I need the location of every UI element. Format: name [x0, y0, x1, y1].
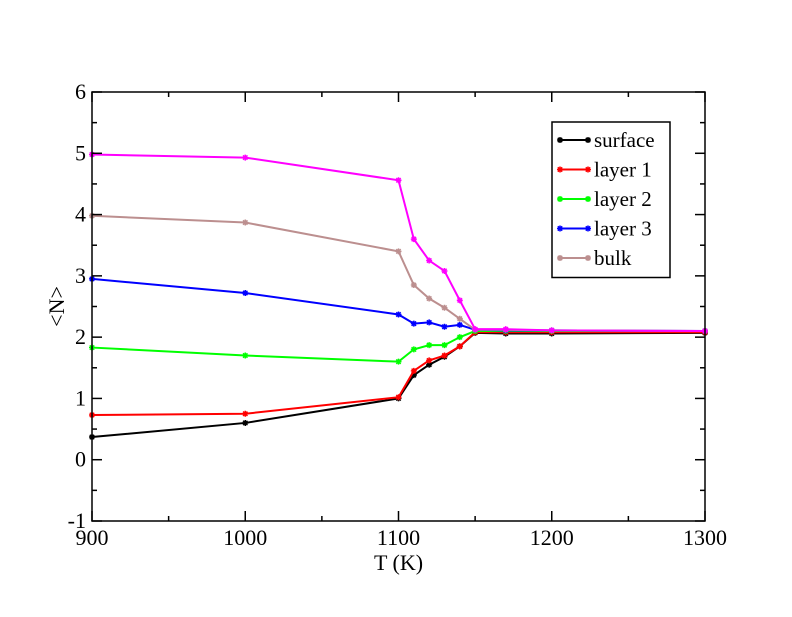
- y-tick-label: -1: [68, 508, 86, 533]
- legend-label-layer-3: layer 3: [594, 217, 652, 241]
- y-tick-label: 3: [75, 263, 86, 288]
- series-line-layer-2: [91, 330, 705, 363]
- data-point-surface: [242, 419, 249, 426]
- y-tick-label: 4: [75, 202, 86, 227]
- legend-marker-layer-3: [557, 225, 563, 232]
- data-point-layer-1: [410, 367, 417, 374]
- y-tick-label: 5: [75, 140, 86, 165]
- data-point-layer-1: [426, 357, 433, 364]
- series-line-layer-1: [91, 331, 705, 416]
- y-tick-label: 0: [75, 447, 86, 472]
- x-tick-label: 1100: [377, 525, 420, 550]
- y-tick-label: 6: [75, 79, 86, 104]
- data-point-layer-1: [242, 410, 249, 417]
- data-point-layer-2: [426, 342, 433, 349]
- data-point-series-6: [472, 326, 479, 333]
- data-point-series-6: [395, 177, 402, 184]
- data-point-layer-3: [395, 311, 402, 318]
- legend-label-layer-2: layer 2: [594, 187, 652, 211]
- x-axis-label: T (K): [374, 550, 423, 575]
- y-axis-label: <N>: [44, 286, 69, 327]
- series-line-surface: [91, 331, 706, 439]
- data-point-series-6: [548, 327, 555, 334]
- series-layer: [89, 151, 708, 441]
- legend-marker-layer-3: [585, 225, 591, 232]
- data-point-series-6: [441, 267, 448, 274]
- legend-marker-surface: [585, 137, 591, 143]
- legend-marker-layer-1: [557, 166, 563, 173]
- legend-marker-surface: [557, 137, 563, 143]
- data-point-layer-1: [395, 394, 402, 401]
- legend: surface layer 1 layer 2 layer 3 bulk: [551, 121, 671, 279]
- data-point-series-6: [242, 154, 249, 161]
- data-point-bulk: [242, 219, 249, 226]
- series-layer-1: [89, 329, 708, 418]
- data-point-series-6: [502, 326, 509, 333]
- legend-label-surface: surface: [594, 128, 655, 152]
- data-point-layer-2: [395, 358, 402, 365]
- legend-marker-bulk: [585, 255, 591, 261]
- data-point-series-6: [410, 236, 417, 243]
- legend-marker-bulk: [557, 255, 563, 261]
- data-point-layer-2: [456, 334, 463, 341]
- data-point-surface: [426, 361, 433, 368]
- legend-label-bulk: bulk: [594, 246, 632, 270]
- data-point-bulk: [395, 248, 402, 255]
- data-point-layer-1: [441, 352, 448, 359]
- y-tick-label: 2: [75, 324, 86, 349]
- x-tick-label: 1200: [530, 525, 574, 550]
- data-point-surface: [410, 372, 417, 379]
- x-tick-label: 1000: [223, 525, 267, 550]
- data-point-layer-3: [242, 290, 249, 297]
- x-tick-label: 1300: [683, 525, 727, 550]
- data-point-layer-1: [456, 343, 463, 350]
- data-point-bulk: [426, 295, 433, 302]
- legend-marker-layer-2: [557, 196, 563, 202]
- legend-marker-layer-1: [585, 166, 591, 173]
- y-tick-label: 1: [75, 385, 86, 410]
- ticks-layer: 900 1000 1100 1200 1300 -1 0 1 2 3 4 5 6: [68, 79, 727, 550]
- data-point-layer-3: [426, 319, 433, 326]
- data-point-bulk: [456, 315, 463, 322]
- legend-label-layer-1: layer 1: [594, 158, 652, 182]
- legend-marker-layer-2: [585, 196, 591, 202]
- data-point-layer-2: [242, 352, 249, 359]
- series-line-layer-3: [91, 277, 706, 333]
- data-point-series-6: [456, 297, 463, 304]
- data-point-bulk: [441, 304, 448, 311]
- data-point-bulk: [410, 282, 417, 289]
- data-point-series-6: [426, 257, 433, 264]
- series-surface: [89, 329, 708, 441]
- data-point-layer-3: [456, 321, 463, 328]
- data-point-layer-2: [441, 342, 448, 349]
- series-layer-3: [89, 275, 708, 335]
- data-point-layer-3: [441, 323, 448, 330]
- data-point-layer-3: [410, 320, 417, 327]
- data-point-layer-2: [410, 346, 417, 353]
- x-tick-label: 900: [76, 525, 109, 550]
